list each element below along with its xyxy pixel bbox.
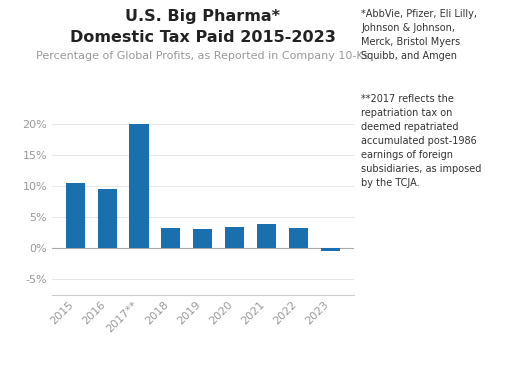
Text: *AbbVie, Pfizer, Eli Lilly,
Johnson & Johnson,
Merck, Bristol Myers
Squibb, and : *AbbVie, Pfizer, Eli Lilly, Johnson & Jo… xyxy=(361,9,477,62)
Bar xyxy=(289,228,308,248)
Text: **2017 reflects the
repatriation tax on
deemed repatriated
accumulated post-1986: **2017 reflects the repatriation tax on … xyxy=(361,94,482,189)
Text: Domestic Tax Paid 2015-2023: Domestic Tax Paid 2015-2023 xyxy=(70,30,336,45)
Bar xyxy=(161,228,180,248)
Bar xyxy=(129,124,149,248)
Text: Percentage of Global Profits, as Reported in Company 10-Ks: Percentage of Global Profits, as Reporte… xyxy=(36,51,370,61)
Bar xyxy=(321,248,340,251)
Bar xyxy=(98,189,116,248)
Bar xyxy=(225,227,244,248)
Bar xyxy=(66,183,85,248)
Bar xyxy=(257,224,276,248)
Text: U.S. Big Pharma*: U.S. Big Pharma* xyxy=(125,9,280,25)
Bar xyxy=(193,229,212,248)
